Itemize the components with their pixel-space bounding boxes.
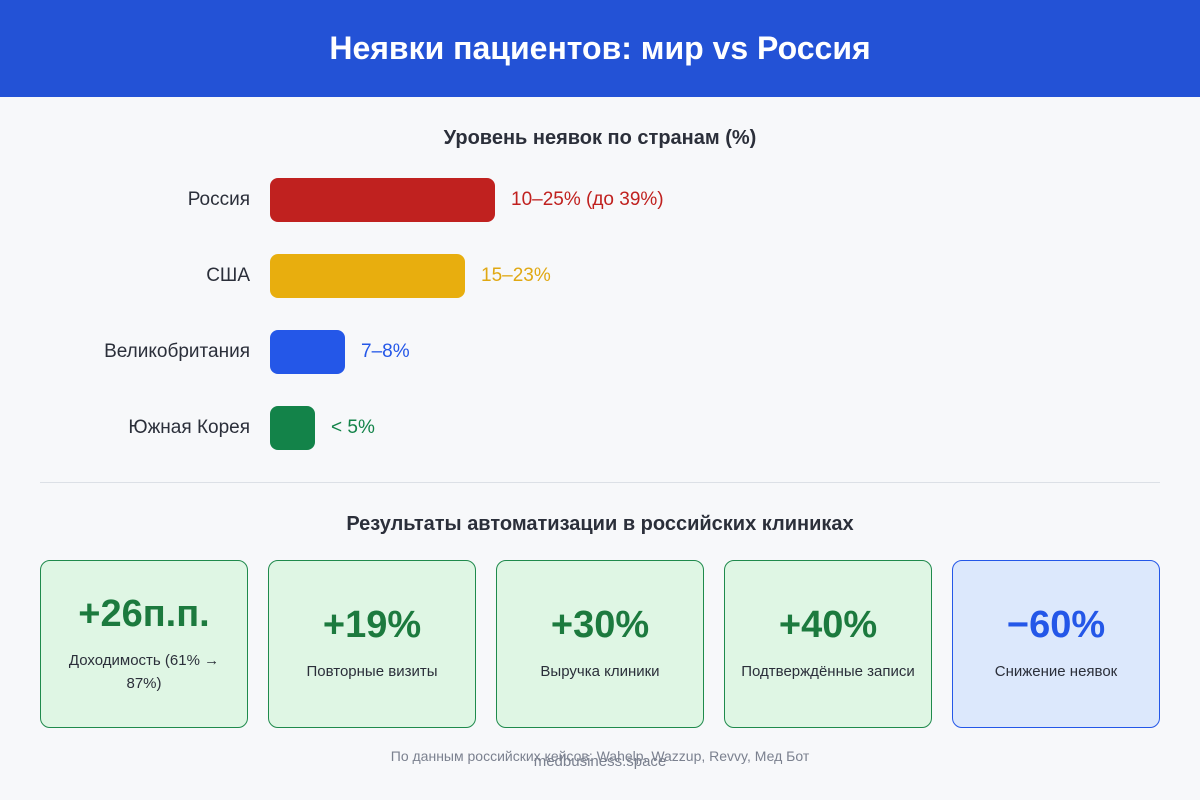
bar-uk xyxy=(270,330,345,374)
stat-card-label-3: Подтверждённые записи xyxy=(741,661,915,684)
bar-value-usa: 15–23% xyxy=(481,265,551,287)
stat-card-label-4: Снижение неявок xyxy=(995,661,1118,684)
chart-label-korea: Южная Корея xyxy=(60,417,270,439)
stat-card-revenue: +30% Выручка клиники xyxy=(496,560,704,728)
chart-label-russia: Россия xyxy=(60,189,270,211)
page-title: Неявки пациентов: мир vs Россия xyxy=(329,30,870,67)
stat-card-value-1: +19% xyxy=(323,604,421,647)
stat-card-no-show-reduction: −60% Снижение неявок xyxy=(952,560,1160,728)
bar-chart-title: Уровень неявок по странам (%) xyxy=(40,127,1160,150)
chart-label-uk: Великобритания xyxy=(60,341,270,363)
stats-cards-row: +26п.п. Доходимость (61% → 87%) +19% Пов… xyxy=(40,560,1160,728)
chart-row-korea: Южная Корея < 5% xyxy=(40,406,1160,450)
stat-card-label-0: Доходимость (61% → 87%) xyxy=(51,650,237,695)
chart-row-uk: Великобритания 7–8% xyxy=(40,330,1160,374)
stat-card-value-3: +40% xyxy=(779,604,877,647)
bar-usa xyxy=(270,254,465,298)
chart-label-usa: США xyxy=(60,265,270,287)
bar-value-russia: 10–25% (до 39%) xyxy=(511,189,664,211)
bar-korea xyxy=(270,406,315,450)
stat-card-value-4: −60% xyxy=(1007,604,1105,647)
bar-russia xyxy=(270,178,495,222)
chart-row-russia: Россия 10–25% (до 39%) xyxy=(40,178,1160,222)
stat-card-value-2: +30% xyxy=(551,604,649,647)
page-header: Неявки пациентов: мир vs Россия xyxy=(0,0,1200,97)
stat-card-label-1: Повторные визиты xyxy=(307,661,438,684)
stat-card-label-2: Выручка клиники xyxy=(540,661,659,684)
stats-title: Результаты автоматизации в российских кл… xyxy=(40,513,1160,536)
stat-card-value-0: +26п.п. xyxy=(78,593,209,636)
stat-card-repeat-visits: +19% Повторные визиты xyxy=(268,560,476,728)
footer-domain: medbusiness.space xyxy=(0,753,1200,770)
stat-card-confirmed-appointments: +40% Подтверждённые записи xyxy=(724,560,932,728)
bar-value-uk: 7–8% xyxy=(361,341,410,363)
bar-value-korea: < 5% xyxy=(331,417,375,439)
section-divider xyxy=(40,482,1160,483)
chart-row-usa: США 15–23% xyxy=(40,254,1160,298)
stat-card-doxodimost: +26п.п. Доходимость (61% → 87%) xyxy=(40,560,248,728)
